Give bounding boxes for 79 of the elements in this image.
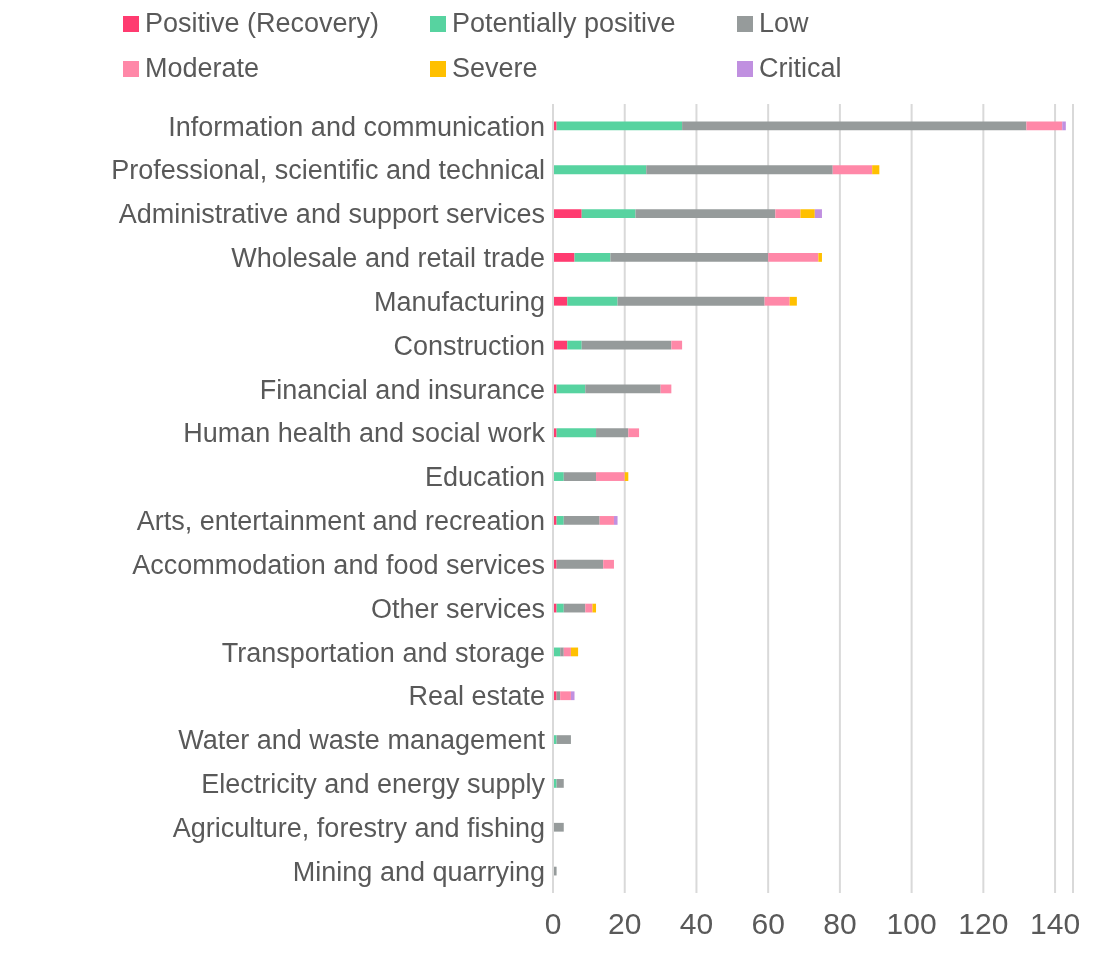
bar [563,472,597,481]
y-tick-label: Human health and social work [183,418,546,449]
y-tick-label: Mining and quarrying [292,856,545,887]
y-tick-label: Wholesale and retail trade [231,243,545,273]
bar [635,209,776,218]
bar [585,384,661,394]
bar [563,516,600,525]
bar [671,340,683,350]
x-tick-label: 40 [679,907,714,941]
bar [682,121,1027,131]
bar [556,428,597,438]
bar [581,340,672,350]
bar [567,296,618,306]
x-tick-label: 0 [544,907,562,941]
bar [556,779,564,788]
bar [800,209,815,218]
x-tick-label: 80 [823,907,857,941]
y-tick-label: Administrative and support services [118,199,545,230]
bar [574,253,611,262]
bar [570,691,575,701]
bar [553,472,564,481]
y-tick-label: Arts, entertainment and recreation [136,506,545,536]
y-tick-label: Professional, scientific and technical [111,155,545,186]
bar [553,165,647,175]
bar [1026,121,1063,131]
bar [553,822,564,832]
legend-label: Severe [452,53,538,84]
bar [628,428,640,438]
bar [556,735,571,744]
y-tick-label: Agriculture, forestry and fishing [172,812,545,843]
bar [596,428,629,438]
y-tick-label: Education [424,462,545,493]
y-tick-label: Water and waste management [178,725,546,756]
bar [764,296,790,306]
bar [599,516,614,525]
bar [560,691,571,701]
bar [553,209,582,218]
y-tick-label: Real estate [408,681,545,712]
bar [556,121,683,131]
bar [581,209,636,218]
bar [872,165,880,175]
legend-label: Low [759,8,809,39]
x-tick-label: 140 [1030,907,1081,941]
legend-label: Positive (Recovery) [145,8,380,39]
bar [789,296,797,306]
bar [768,253,819,262]
bar [818,253,822,262]
x-tick-label: 100 [886,907,937,941]
bar [596,472,625,481]
bar [556,559,604,569]
y-tick-label: Financial and insurance [259,374,545,405]
y-tick-label: Transportation and storage [221,637,545,668]
bar [592,603,597,613]
y-tick-label: Electricity and energy supply [201,769,546,799]
bar [610,253,769,262]
bar [567,340,582,350]
bar [603,559,614,569]
legend-label: Moderate [145,53,260,84]
bar [617,296,765,306]
bar [814,209,822,218]
bar [553,253,575,262]
y-tick-label: Information and communication [168,111,545,142]
bar [613,516,618,525]
legend-label: Critical [759,53,842,84]
bar [560,647,564,657]
y-tick-label: Other services [370,593,545,624]
y-tick-label: Accommodation and food services [132,549,545,580]
x-tick-label: 20 [608,907,642,941]
bar [556,516,564,525]
bar [553,296,568,306]
x-tick-label: 120 [958,907,1009,941]
bar [646,165,833,175]
y-tick-label: Manufacturing [373,286,545,317]
legend-label: Potentially positive [452,8,676,39]
bar [1062,121,1066,131]
bar [832,165,873,175]
y-tick-label: Construction [393,330,545,361]
bar [775,209,801,218]
x-tick-label: 60 [751,907,785,941]
